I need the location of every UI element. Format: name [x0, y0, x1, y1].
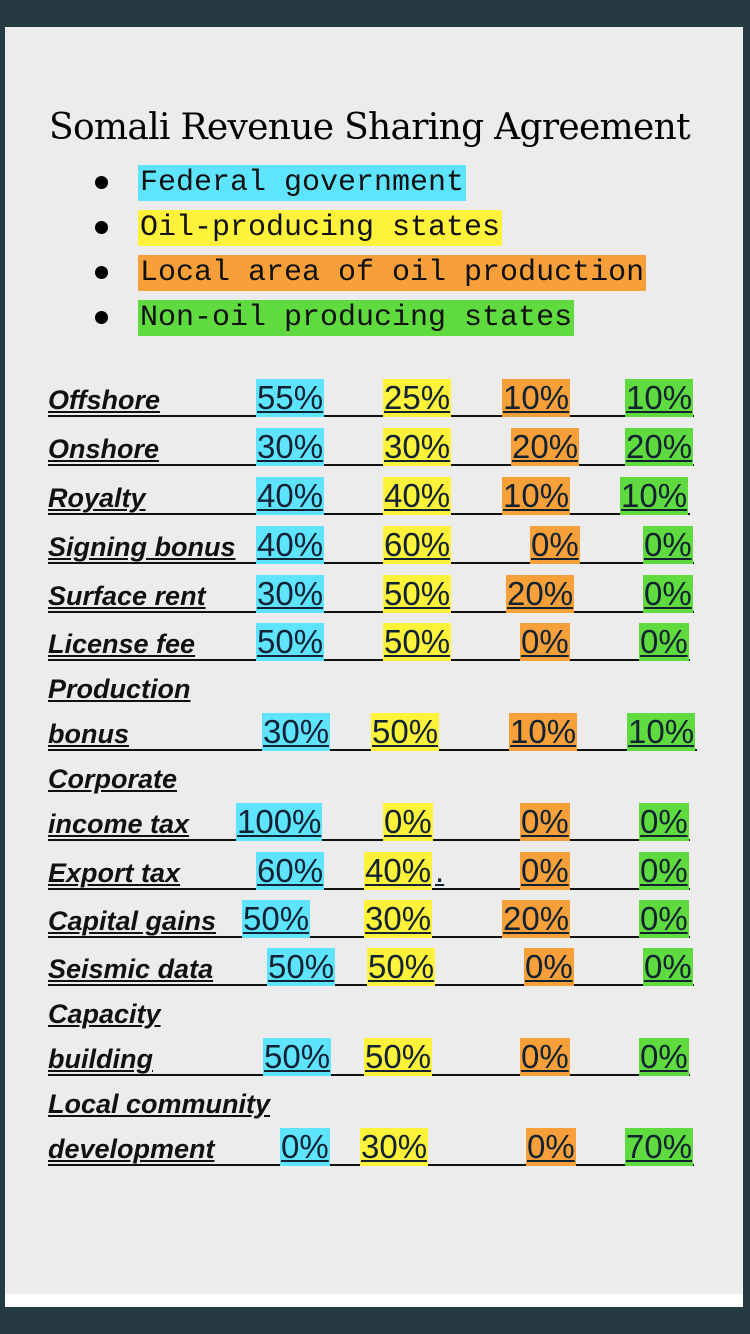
row-label-line1: Corporate	[48, 764, 178, 794]
row-rule	[48, 659, 690, 661]
row-label-line1: Capacity	[48, 999, 161, 1029]
bullet-icon	[95, 266, 108, 279]
cell-non-oil-states: 0%	[643, 526, 693, 564]
row-rule	[48, 562, 694, 564]
cell-federal: 30%	[256, 428, 325, 466]
row-label: License fee	[48, 629, 196, 659]
cell-non-oil-states: 10%	[627, 713, 696, 751]
row-label: Offshore	[48, 385, 161, 415]
page-bottom-strip	[5, 1294, 743, 1307]
bullet-icon	[95, 221, 108, 234]
cell-non-oil-states: 0%	[643, 948, 693, 986]
bullet-icon	[95, 176, 108, 189]
legend-label: Oil-producing states	[138, 210, 503, 246]
cell-local-area: 20%	[511, 428, 580, 466]
cell-local-area: 0%	[520, 623, 570, 661]
row-label-line2: income tax	[48, 809, 190, 839]
row-label-line1: Production	[48, 674, 191, 704]
cell-oil-states: 50%	[383, 575, 452, 613]
row-rule	[48, 513, 690, 515]
row-label-line2: development	[48, 1134, 215, 1164]
cell-federal: 30%	[256, 575, 325, 613]
cell-local-area: 10%	[509, 713, 578, 751]
cell-local-area: 0%	[520, 803, 570, 841]
bullet-icon	[95, 311, 108, 324]
row-label: Export tax	[48, 858, 181, 888]
page-title: Somali Revenue Sharing Agreement	[49, 107, 691, 148]
cell-local-area: 0%	[520, 1038, 570, 1076]
cell-federal: 50%	[256, 623, 325, 661]
cell-non-oil-states: 10%	[625, 379, 694, 417]
cell-oil-states-suffix: .	[435, 852, 445, 889]
cell-oil-states: 50%	[367, 948, 436, 986]
row-rule	[48, 464, 694, 466]
row-rule	[48, 611, 694, 613]
row-rule	[48, 415, 694, 417]
cell-non-oil-states: 10%	[620, 477, 689, 515]
cell-non-oil-states: 0%	[639, 1038, 689, 1076]
cell-non-oil-states: 0%	[639, 803, 689, 841]
row-label: Royalty	[48, 483, 146, 513]
legend-label: Local area of oil production	[138, 255, 647, 291]
cell-federal: 40%	[256, 526, 325, 564]
cell-federal: 60%	[256, 852, 325, 890]
document-page: Somali Revenue Sharing Agreement Federal…	[5, 27, 743, 1307]
cell-oil-states: 30%	[383, 428, 452, 466]
cell-oil-states: 50%	[383, 623, 452, 661]
row-label-line1: Local community	[48, 1089, 271, 1119]
cell-federal: 100%	[236, 803, 323, 841]
cell-local-area: 0%	[524, 948, 574, 986]
cell-oil-states: 0%	[383, 803, 433, 841]
cell-local-area: 10%	[502, 379, 571, 417]
cell-federal: 0%	[280, 1128, 330, 1166]
cell-local-area: 10%	[502, 477, 571, 515]
cell-local-area: 0%	[520, 852, 570, 890]
revenue-sharing-table: Offshore 55% 25% 10% 10% Onshore 30% 30%…	[5, 27, 743, 1307]
cell-federal: 50%	[263, 1038, 332, 1076]
cell-non-oil-states: 0%	[639, 852, 689, 890]
cell-local-area: 0%	[530, 526, 580, 564]
cell-federal: 50%	[267, 948, 336, 986]
legend-label: Non-oil producing states	[138, 300, 575, 336]
cell-local-area: 20%	[506, 575, 575, 613]
cell-federal: 50%	[242, 900, 311, 938]
cell-non-oil-states: 70%	[625, 1128, 694, 1166]
cell-local-area: 0%	[526, 1128, 576, 1166]
cell-non-oil-states: 0%	[639, 623, 689, 661]
legend-label: Federal government	[138, 165, 467, 201]
row-label-line2: bonus	[48, 719, 129, 749]
cell-non-oil-states: 0%	[639, 900, 689, 938]
row-label: Signing bonus	[48, 532, 236, 562]
cell-local-area: 20%	[502, 900, 571, 938]
row-label: Onshore	[48, 434, 160, 464]
cell-oil-states: 50%	[371, 713, 440, 751]
cell-oil-states: 40%	[383, 477, 452, 515]
cell-federal: 40%	[256, 477, 325, 515]
cell-oil-states: 60%	[383, 526, 452, 564]
cell-oil-states: 30%	[364, 900, 433, 938]
cell-oil-states: 40%	[364, 852, 433, 890]
cell-federal: 30%	[262, 713, 331, 751]
cell-non-oil-states: 0%	[643, 575, 693, 613]
cell-non-oil-states: 20%	[625, 428, 694, 466]
cell-oil-states: 50%	[364, 1038, 433, 1076]
row-label: Seismic data	[48, 954, 214, 984]
row-label-line2: building	[48, 1044, 153, 1074]
row-label: Capital gains	[48, 906, 217, 936]
row-rule	[48, 839, 690, 841]
cell-oil-states: 25%	[383, 379, 452, 417]
cell-federal: 55%	[256, 379, 325, 417]
row-label: Surface rent	[48, 581, 206, 611]
cell-oil-states: 30%	[360, 1128, 429, 1166]
